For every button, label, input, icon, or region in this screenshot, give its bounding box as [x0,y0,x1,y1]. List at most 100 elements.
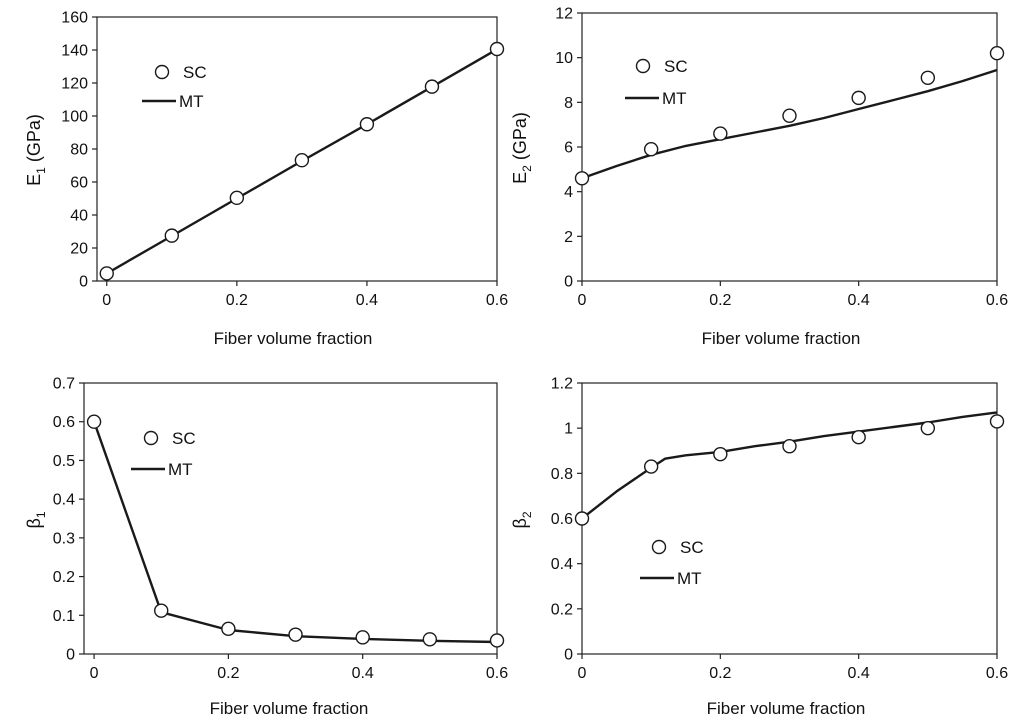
y-tick-label: 40 [70,208,88,225]
sc-data-point [154,603,169,618]
sc-data-point [574,171,590,186]
y-tick-label: 120 [61,76,88,93]
y-tick-label: 0.8 [551,466,573,483]
legend: SC MT [640,538,704,588]
y-tick-label: 100 [61,109,88,126]
legend: SC MT [142,63,207,111]
y-tick-label: 20 [70,241,88,258]
sc-data-point [713,126,728,141]
y-tick-label: 0.7 [53,376,75,393]
panel-e2: 0 2 4 6 8 10 12 0 0.2 0.4 0.6 Fiber volume fraction… [510,6,1008,349]
x-tick-label: 0 [578,665,587,682]
legend-label-mt: MT [179,92,204,111]
y-tick-label: 0.4 [53,492,75,509]
plot-frame [83,382,498,655]
y-tick-label: 0.3 [53,530,75,547]
y-axis-title: E2 (GPa) [510,112,534,184]
y-tick-label: 60 [70,175,88,192]
legend-label-sc: SC [183,63,207,82]
y-tick-label: 1.2 [551,376,573,393]
x-tick-label: 0.2 [217,665,239,682]
plot-frame [96,16,498,282]
x-tick-label: 0.4 [848,665,870,682]
sc-data-point [920,70,936,85]
sc-data-point [851,90,866,106]
y-tick-label: 0 [66,647,75,664]
sc-data-point [424,79,440,94]
x-tick-label: 0.2 [709,665,731,682]
legend: SC MT [131,429,196,479]
legend-label-sc: SC [172,429,196,448]
y-tick-label: 0 [79,274,88,291]
legend-label-mt: MT [662,89,687,108]
sc-data-point [288,627,303,642]
x-axis-title: Fiber volume fraction [210,699,369,718]
x-tick-label: 0.4 [848,292,870,309]
sc-data-point [164,228,179,243]
x-tick-label: 0 [90,665,99,682]
y-tick-label: 0.1 [53,608,75,625]
legend-label-sc: SC [664,57,688,76]
legend-label-mt: MT [677,569,702,588]
y-tick-label: 1 [564,421,573,438]
sc-data-point [989,46,1005,61]
legend-marker-sc [635,58,651,74]
plot-frame [581,12,998,282]
legend-marker-sc [143,430,159,446]
sc-data-point [643,142,659,157]
panel-beta2: 0 0.2 0.4 0.6 0.8 1 1.2 0 0.2 0.4 0.6 Fiber volume … [510,376,1008,719]
y-tick-label: 4 [564,184,573,201]
y-tick-label: 6 [564,140,573,157]
sc-data-point [643,459,659,474]
sc-data-point [782,108,797,123]
y-tick-label: 160 [61,10,88,27]
x-tick-label: 0.4 [356,292,378,309]
legend-marker-sc [154,64,170,80]
x-tick-label: 0.6 [486,665,508,682]
y-tick-label: 0.6 [53,414,75,431]
legend-label-mt: MT [168,460,193,479]
y-axis-title: β1 [24,511,48,528]
y-tick-label: 0.6 [551,511,573,528]
x-tick-label: 0 [102,292,111,309]
x-axis-title: Fiber volume fraction [702,329,861,348]
sc-data-point [989,414,1005,429]
sc-data-point [574,511,590,526]
y-axis-title: β2 [510,511,534,528]
sc-data-point [294,153,310,168]
y-tick-label: 0.2 [53,569,75,586]
sc-data-point [489,633,505,648]
y-tick-label: 0.2 [551,601,573,618]
legend-label-sc: SC [680,538,704,557]
panel-e1: 0 20 40 60 80 100 120 140 160 0 0.2 0.4 0.6 Fiber vol… [24,10,508,349]
sc-data-point [359,117,375,132]
x-axis-title: Fiber volume fraction [214,329,373,348]
y-tick-label: 140 [61,43,88,60]
x-axis-title: Fiber volume fraction [707,699,866,718]
sc-data-point [782,439,797,454]
sc-data-point [86,414,102,429]
x-tick-label: 0.2 [226,292,248,309]
sc-data-point [221,621,236,637]
x-tick-label: 0.6 [986,665,1008,682]
x-tick-label: 0.2 [709,292,731,309]
plot-frame [581,382,998,655]
x-tick-label: 0.6 [486,292,508,309]
sc-data-point [422,632,438,647]
panel-beta1: 0 0.1 0.2 0.3 0.4 0.5 0.6 0.7 0 0.2 0.4 0.6 Fiber vo… [24,376,508,719]
sc-data-point [355,630,370,645]
y-tick-label: 80 [70,142,88,159]
x-tick-label: 0.6 [986,292,1008,309]
y-tick-label: 0.4 [551,556,573,573]
mt-series-line [581,68,998,180]
sc-data-point [713,446,728,462]
y-tick-label: 10 [555,50,573,67]
sc-data-point [920,420,936,436]
y-tick-label: 12 [555,6,573,23]
y-tick-label: 8 [564,95,573,112]
y-tick-label: 0 [564,274,573,291]
sc-data-point [99,266,114,281]
y-tick-label: 0 [564,647,573,664]
y-tick-label: 2 [564,229,573,246]
